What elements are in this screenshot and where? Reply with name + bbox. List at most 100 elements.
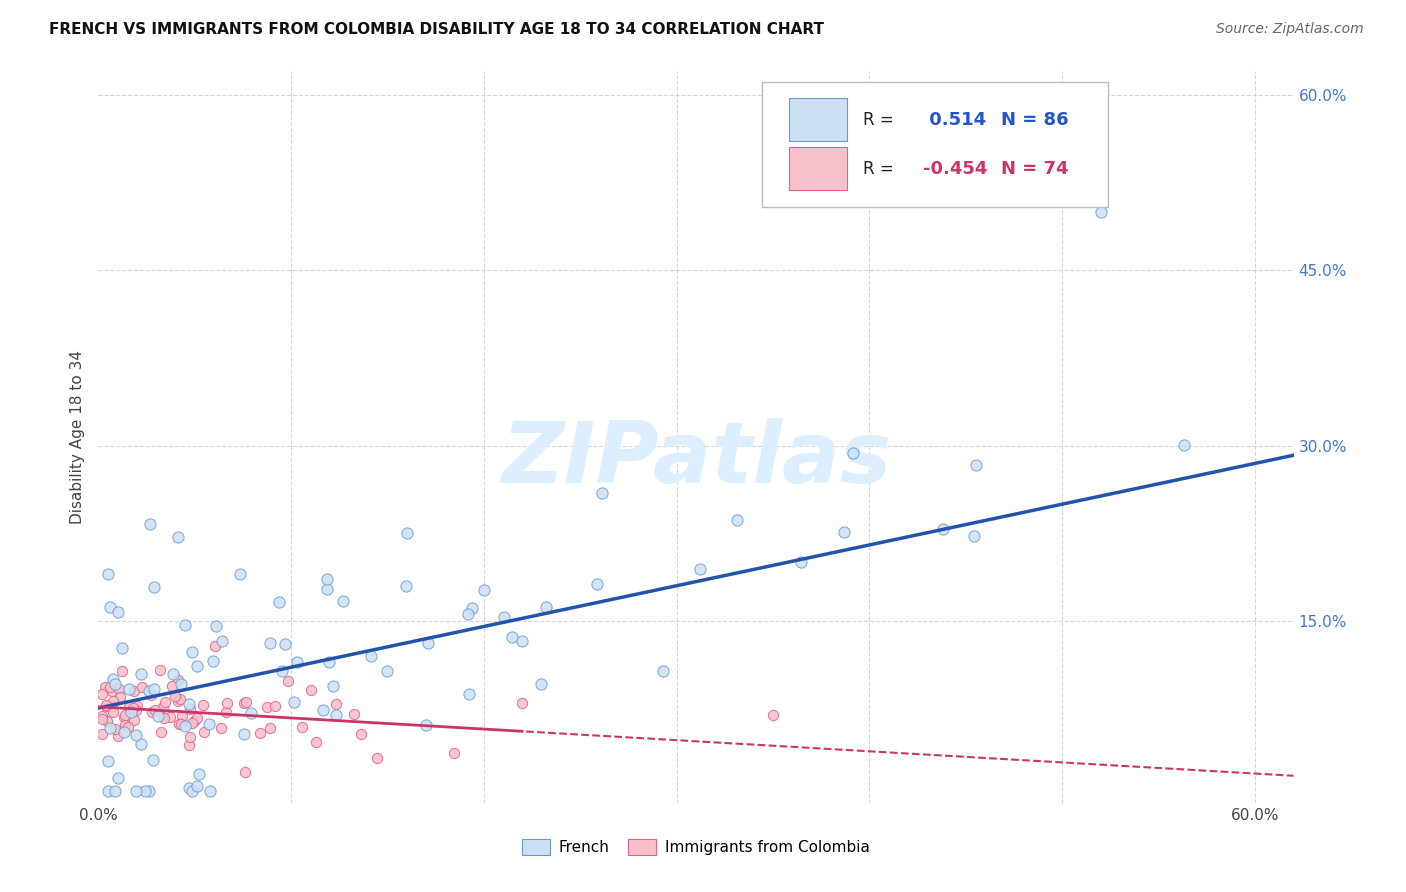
Point	[91, 712, 114, 726]
Point	[263, 698, 285, 713]
Point	[103, 693, 125, 707]
Point	[269, 595, 291, 609]
Point	[205, 619, 228, 633]
Point	[98, 680, 121, 694]
Point	[104, 784, 127, 798]
Point	[316, 582, 339, 596]
Point	[101, 699, 124, 714]
Point	[343, 706, 366, 721]
Point	[963, 529, 986, 543]
Point	[91, 727, 114, 741]
Point	[180, 645, 202, 659]
Point	[112, 725, 135, 739]
Point	[179, 781, 201, 796]
Point	[235, 695, 257, 709]
Point	[591, 486, 613, 500]
Point	[325, 698, 347, 712]
Point	[1090, 204, 1112, 219]
Point	[315, 573, 337, 587]
Point	[169, 692, 191, 706]
Point	[415, 718, 437, 732]
Text: Source: ZipAtlas.com: Source: ZipAtlas.com	[1216, 22, 1364, 37]
Point	[142, 581, 165, 595]
Point	[97, 754, 120, 768]
Point	[172, 709, 194, 723]
Point	[120, 706, 142, 720]
Point	[97, 784, 120, 798]
Point	[232, 726, 254, 740]
Point	[125, 728, 148, 742]
Text: FRENCH VS IMMIGRANTS FROM COLOMBIA DISABILITY AGE 18 TO 34 CORRELATION CHART: FRENCH VS IMMIGRANTS FROM COLOMBIA DISAB…	[49, 22, 824, 37]
Point	[179, 730, 201, 744]
Point	[510, 634, 533, 648]
Point	[149, 663, 172, 677]
Point	[1173, 438, 1195, 452]
Point	[166, 694, 188, 708]
Point	[277, 673, 299, 688]
Point	[114, 708, 136, 723]
Point	[180, 715, 202, 730]
Point	[283, 695, 305, 709]
Point	[457, 607, 479, 621]
Point	[179, 697, 201, 711]
Point	[198, 784, 221, 798]
Point	[418, 636, 440, 650]
Point	[512, 696, 534, 710]
Point	[841, 446, 863, 460]
Point	[179, 738, 201, 752]
Point	[142, 753, 165, 767]
Point	[96, 714, 118, 728]
Point	[143, 703, 166, 717]
Point	[118, 681, 141, 696]
Point	[129, 737, 152, 751]
Point	[91, 708, 114, 723]
Point	[111, 664, 134, 678]
Point	[159, 709, 181, 723]
Point	[233, 696, 256, 710]
FancyBboxPatch shape	[789, 98, 846, 141]
Point	[183, 714, 205, 728]
Point	[129, 666, 152, 681]
Point	[160, 679, 183, 693]
Point	[443, 746, 465, 760]
Point	[790, 555, 813, 569]
Point	[201, 654, 224, 668]
Text: R =: R =	[863, 160, 900, 178]
Point	[166, 530, 188, 544]
Point	[101, 684, 124, 698]
Point	[259, 636, 281, 650]
Point	[91, 687, 114, 701]
Point	[174, 618, 197, 632]
Point	[211, 633, 233, 648]
Point	[762, 708, 785, 723]
Point	[173, 719, 195, 733]
Point	[259, 722, 281, 736]
Point	[94, 699, 117, 714]
Point	[165, 690, 187, 704]
Point	[141, 705, 163, 719]
Point	[204, 639, 226, 653]
Point	[240, 706, 263, 720]
Point	[249, 726, 271, 740]
Point	[332, 594, 354, 608]
Point	[494, 610, 516, 624]
Point	[125, 703, 148, 717]
Point	[965, 458, 987, 472]
Point	[395, 525, 418, 540]
Point	[198, 717, 221, 731]
Point	[122, 714, 145, 728]
Point	[97, 566, 120, 581]
Point	[108, 681, 131, 696]
Point	[122, 683, 145, 698]
Text: N = 86: N = 86	[1001, 111, 1069, 128]
Point	[150, 725, 173, 739]
Point	[148, 709, 170, 723]
Point	[191, 698, 214, 712]
Point	[98, 722, 121, 736]
Point	[585, 577, 607, 591]
Point	[162, 667, 184, 681]
Point	[291, 720, 314, 734]
Point	[107, 729, 129, 743]
Point	[229, 567, 252, 582]
Point	[233, 765, 256, 780]
